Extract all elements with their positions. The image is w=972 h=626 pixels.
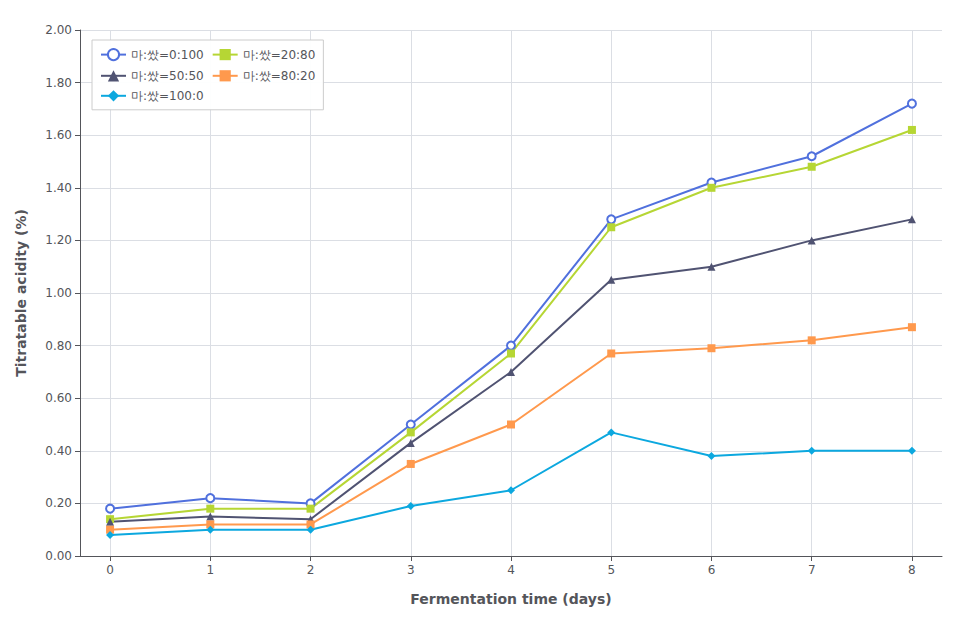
svg-text:3: 3 [407,563,415,577]
svg-text:0.40: 0.40 [45,444,72,458]
svg-text:1.00: 1.00 [45,286,72,300]
svg-text:1.40: 1.40 [45,181,72,195]
svg-text:1.20: 1.20 [45,233,72,247]
svg-text:Titratable acidity (%): Titratable acidity (%) [13,209,29,377]
svg-text:5: 5 [607,563,615,577]
svg-text:0.60: 0.60 [45,391,72,405]
svg-text:0.00: 0.00 [45,549,72,563]
svg-text:마:쌌=80:20: 마:쌌=80:20 [243,69,316,83]
svg-text:8: 8 [908,563,916,577]
svg-text:0.80: 0.80 [45,339,72,353]
svg-text:마:쌌=0:100: 마:쌌=0:100 [131,48,204,62]
svg-text:7: 7 [808,563,816,577]
svg-text:1.60: 1.60 [45,128,72,142]
svg-text:2.00: 2.00 [45,23,72,37]
svg-text:1.80: 1.80 [45,76,72,90]
svg-text:마:쌌=100:0: 마:쌌=100:0 [131,89,204,103]
svg-text:4: 4 [507,563,515,577]
svg-text:1: 1 [206,563,214,577]
svg-text:Fermentation time (days): Fermentation time (days) [410,591,611,607]
svg-text:6: 6 [708,563,716,577]
svg-text:마:쌌=20:80: 마:쌌=20:80 [243,48,316,62]
svg-text:마:쌌=50:50: 마:쌌=50:50 [131,69,204,83]
svg-text:2: 2 [307,563,315,577]
svg-text:0: 0 [106,563,114,577]
svg-text:0.20: 0.20 [45,496,72,510]
